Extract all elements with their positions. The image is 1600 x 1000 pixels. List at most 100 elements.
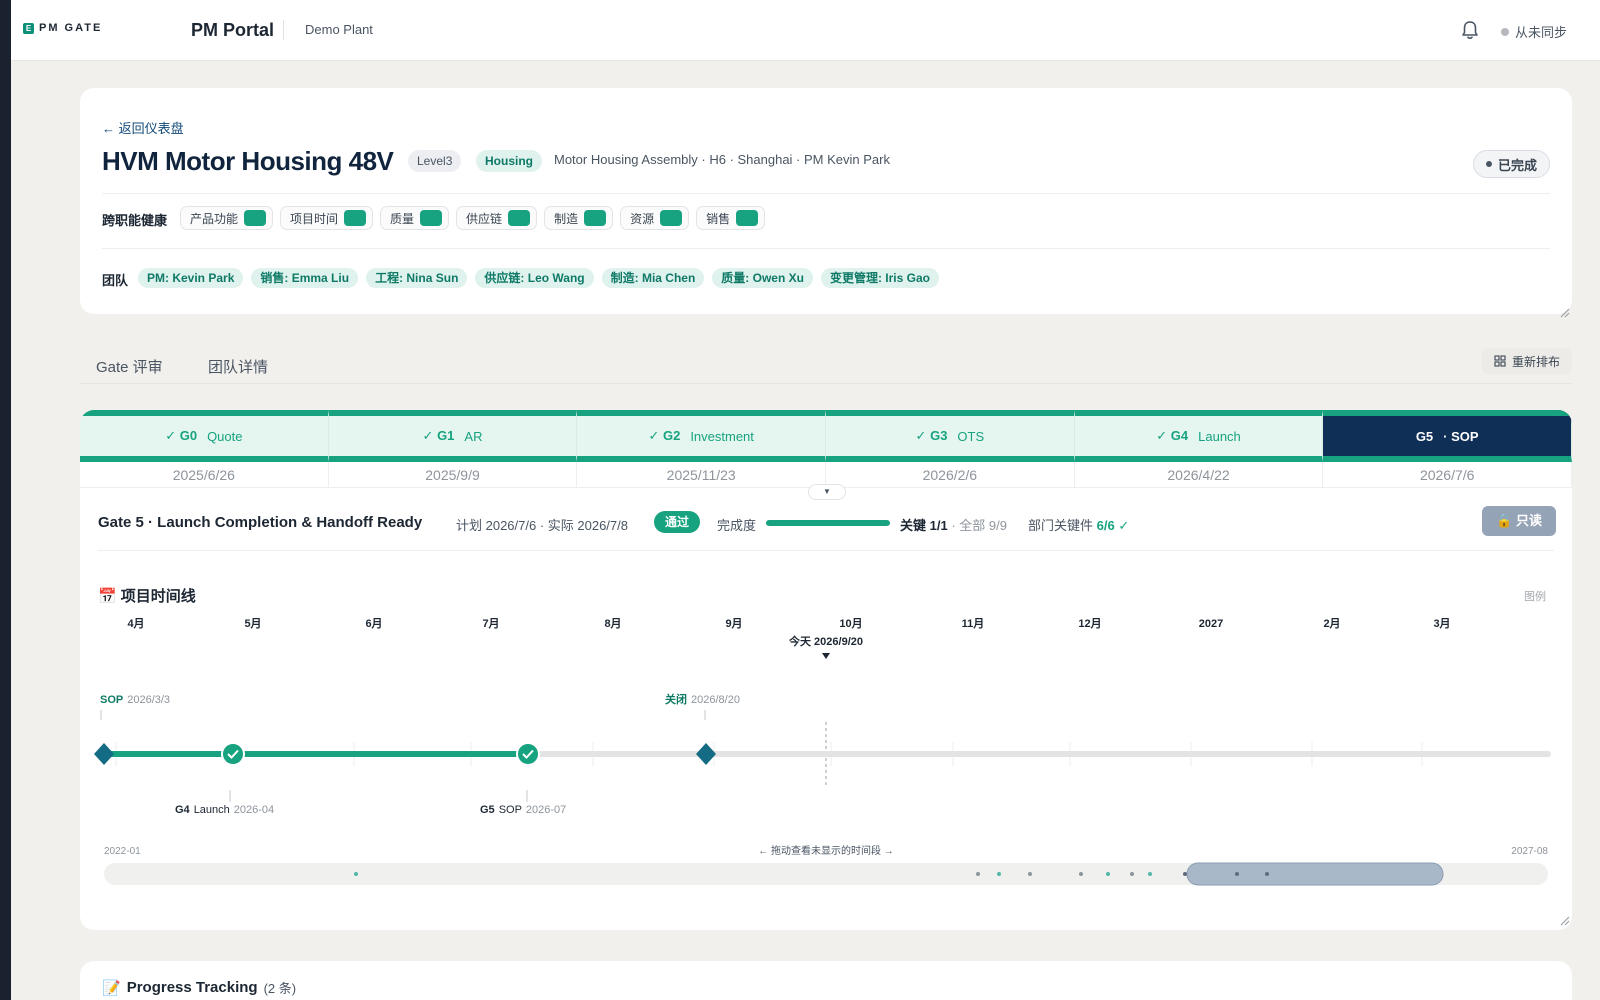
gate-step-g5[interactable]: G5 · SOP (1323, 410, 1572, 462)
health-chip[interactable]: 项目时间 (280, 206, 374, 230)
team-member-chip[interactable]: 变更管理: Iris Gao (820, 268, 939, 288)
gate-step-g3[interactable]: ✓ G3 OTS (826, 410, 1075, 462)
marker-close[interactable]: 关闭 2026/8/20 (665, 692, 740, 765)
range-start-label: 2022-01 (104, 846, 141, 857)
health-chip[interactable]: 供应链 (456, 206, 538, 230)
level-badge: Level3 (408, 150, 462, 172)
range-scroller-handle[interactable] (1186, 862, 1444, 886)
project-meta: Motor Housing Assembly · H6 · Shanghai ·… (554, 152, 890, 167)
collapse-toggle[interactable]: ▼ (808, 484, 846, 500)
health-label: 跨职能健康 (102, 213, 168, 228)
category-badge: Housing (476, 150, 542, 172)
range-scroller-dots (354, 872, 1152, 876)
sync-status-label: 从未同步 (1515, 25, 1568, 40)
month-label: 11月 (962, 617, 985, 630)
dept-key-value: 6/6 ✓ (1096, 518, 1130, 533)
project-header-card: ← 返回仪表盘 HVM Motor Housing 48V Level3 Hou… (80, 88, 1572, 318)
gate-code: ✓ G4 (1156, 428, 1188, 444)
status-dot-icon (1485, 161, 1492, 167)
team-member-chip[interactable]: PM: Kevin Park (138, 268, 244, 288)
timeline-title: 📅 项目时间线 (98, 585, 196, 606)
marker-close-tag: 关闭 (665, 692, 687, 706)
team-member-chip[interactable]: 供应链: Leo Wang (475, 268, 594, 288)
divider (98, 550, 1554, 551)
health-status-swatch (736, 210, 759, 226)
check-circle-icon (516, 742, 540, 766)
gate-code-label: G2 (662, 428, 681, 443)
tabs-bar: Gate 评审 团队详情 重新排布 (80, 348, 1572, 384)
gate-code-label: G4 (1170, 428, 1189, 443)
gate-step-g0[interactable]: ✓ G0 Quote (80, 410, 329, 462)
health-chip[interactable]: 制造 (544, 206, 614, 230)
event-dot (354, 872, 358, 876)
marker-g5[interactable]: G5 SOP 2026-07 (480, 742, 566, 816)
marker-g5-name: SOP (499, 804, 522, 816)
timeline-title-label: 项目时间线 (120, 588, 196, 605)
legend-link[interactable]: 图例 (1524, 591, 1546, 603)
range-scroller-track (104, 863, 1548, 885)
gate-stepper: ✓ G0 Quote ✓ G1 AR ✓ G2 Investment ✓ G3 OTS ✓ G4… (80, 410, 1572, 462)
marker-sop-date: 2026/3/3 (127, 694, 170, 706)
back-to-dashboard-link[interactable]: ← 返回仪表盘 (102, 121, 184, 136)
plant-selector[interactable]: Demo Plant (305, 22, 373, 37)
team-member-chip[interactable]: 销售: Emma Liu (251, 268, 359, 288)
resize-handle-icon[interactable] (1558, 306, 1570, 318)
marker-sop[interactable]: SOP 2026/3/3 (94, 694, 170, 765)
range-end-label: 2027-08 (1511, 846, 1548, 857)
top-bar: E PM GATE PM Portal Demo Plant 从未同步 (11, 0, 1600, 61)
rearrange-label: 重新排布 (1511, 354, 1560, 369)
resize-handle-icon[interactable] (1558, 914, 1570, 926)
event-dot (1235, 872, 1239, 876)
project-timeline[interactable]: 4月 5月 6月 7月 8月 9月 10月 11月 12月 2027 2月 3月 今天 2026/9/… (80, 610, 1572, 910)
team-member-chip[interactable]: 工程: Nina Sun (366, 268, 468, 288)
health-chip[interactable]: 销售 (696, 206, 766, 230)
tab-team-details[interactable]: 团队详情 (208, 359, 269, 376)
health-chip[interactable]: 产品功能 (180, 206, 274, 230)
gate-code: G5 (1416, 429, 1433, 444)
rearrange-button[interactable]: 重新排布 (1481, 348, 1572, 374)
marker-g4[interactable]: G4 Launch 2026-04 (175, 742, 274, 816)
divider (283, 20, 284, 40)
sync-status[interactable]: 从未同步 (1501, 22, 1567, 41)
tab-gate-review[interactable]: Gate 评审 (96, 359, 163, 376)
diamond-icon (696, 743, 716, 765)
gate-step-g2[interactable]: ✓ G2 Investment (577, 410, 827, 462)
readonly-button[interactable]: 🔒 只读 (1482, 506, 1556, 536)
month-label: 8月 (604, 617, 621, 630)
health-chip-label: 供应链 (466, 211, 503, 226)
progress-title-label: Progress Tracking (126, 979, 258, 996)
gate-step-g1[interactable]: ✓ G1 AR (328, 410, 578, 462)
health-chip-label: 项目时间 (290, 211, 339, 226)
divider (102, 248, 1550, 249)
gate-name: OTS (957, 428, 985, 444)
progress-count: (2 条) (263, 981, 297, 996)
status-badge: 已完成 (1472, 150, 1550, 178)
team-member-chip[interactable]: 质量: Owen Xu (712, 268, 813, 288)
gate-code-label: G5 (1415, 428, 1434, 444)
check-icon: ✓ (165, 428, 177, 443)
team-member-chip[interactable]: 制造: Mia Chen (601, 268, 705, 288)
gate-step-g4[interactable]: ✓ G4 Launch (1074, 410, 1324, 462)
logo[interactable]: E PM GATE (23, 22, 102, 34)
health-chip-label: 制造 (554, 211, 579, 226)
health-chip[interactable]: 质量 (380, 206, 450, 230)
gate-date: 2025/11/23 (577, 462, 827, 487)
event-dot (1028, 872, 1032, 876)
gate-code: ✓ G3 (916, 428, 948, 444)
gate-name: Quote (207, 428, 243, 444)
month-label: 5月 (244, 617, 261, 630)
gate-code-label: G1 (437, 428, 455, 443)
event-dot (1079, 872, 1083, 876)
health-chip[interactable]: 资源 (620, 206, 690, 230)
event-dot (976, 872, 980, 876)
month-label: 2027 (1199, 618, 1223, 630)
gate-name: Investment (690, 428, 754, 444)
check-icon: ✓ (648, 428, 660, 443)
health-status-swatch (244, 210, 267, 226)
marker-g4-date: 2026-04 (234, 804, 274, 816)
health-status-swatch (344, 210, 367, 226)
bell-icon[interactable] (1460, 19, 1480, 41)
gate-review-card: ✓ G0 Quote ✓ G1 AR ✓ G2 Investment ✓ G3 OTS ✓ G4… (80, 410, 1572, 930)
